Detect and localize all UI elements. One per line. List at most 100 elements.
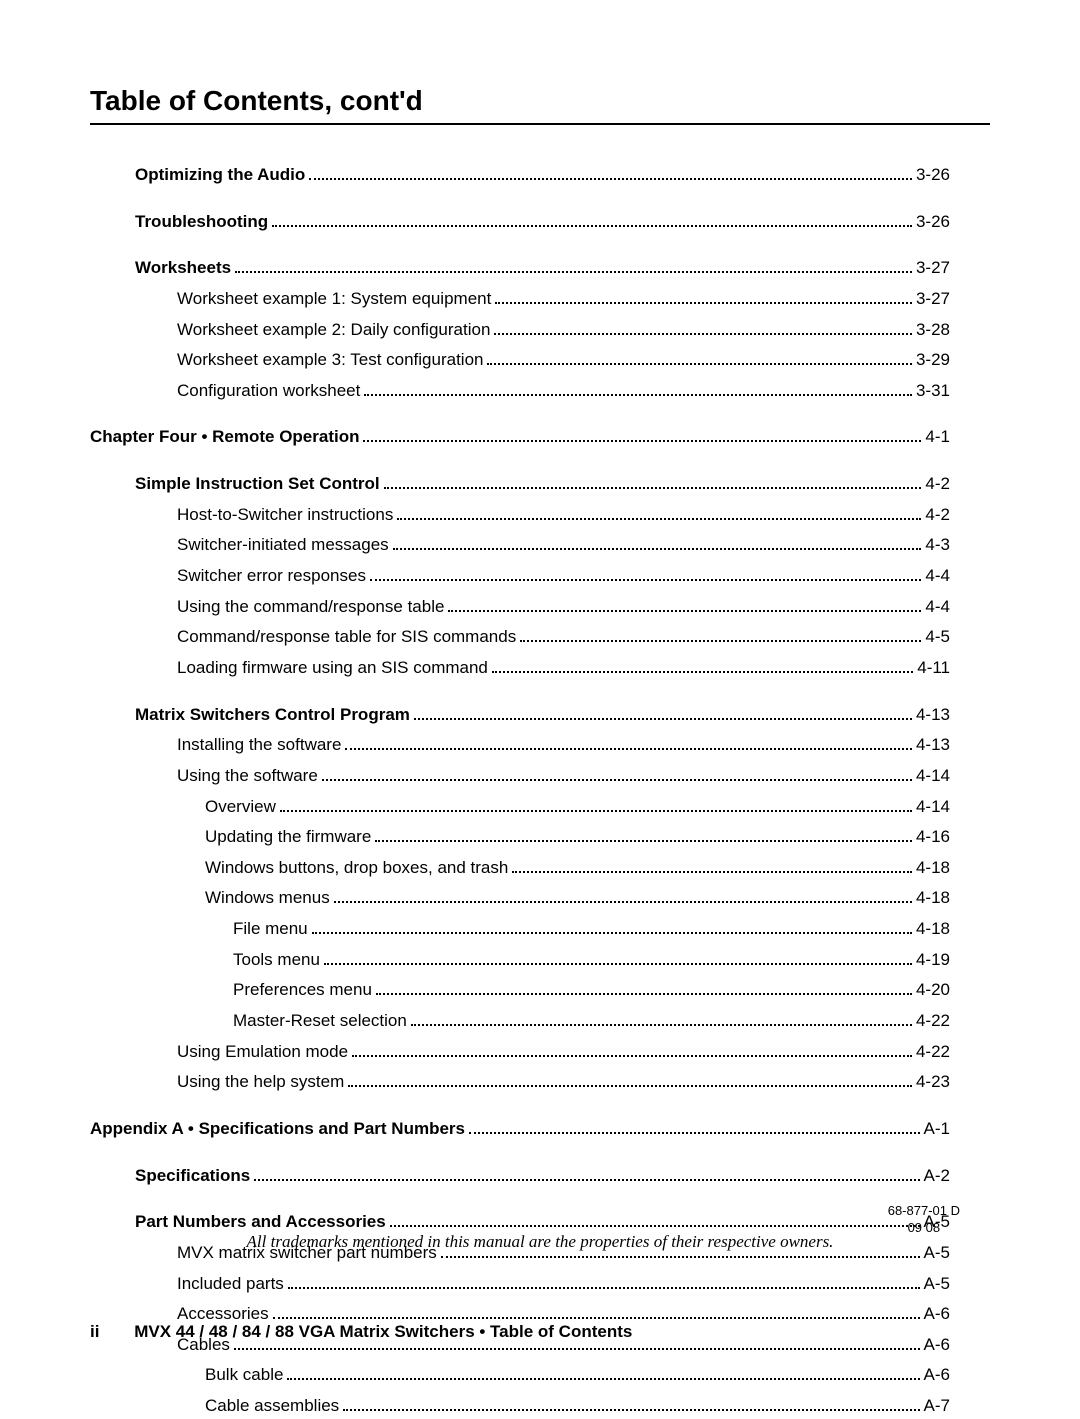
- toc-page: 3-29: [916, 348, 950, 373]
- toc-leader: [411, 1024, 912, 1026]
- table-of-contents: Optimizing the Audio3-26Troubleshooting3…: [90, 163, 990, 1419]
- toc-page: 4-2: [925, 503, 950, 528]
- toc-page: 4-22: [916, 1040, 950, 1065]
- toc-page: A-7: [924, 1394, 950, 1419]
- toc-label: Using the command/response table: [177, 595, 444, 620]
- toc-leader: [494, 333, 912, 335]
- toc-leader: [495, 302, 912, 304]
- toc-row: Worksheet example 3: Test configuration3…: [135, 348, 950, 373]
- toc-label: Using Emulation mode: [177, 1040, 348, 1065]
- toc-row: Windows buttons, drop boxes, and trash4-…: [135, 856, 950, 881]
- toc-label: Switcher error responses: [177, 564, 366, 589]
- toc-leader: [272, 225, 912, 227]
- toc-label: Overview: [205, 795, 276, 820]
- toc-label: Configuration worksheet: [177, 379, 360, 404]
- toc-label: File menu: [233, 917, 308, 942]
- toc-page: 4-22: [916, 1009, 950, 1034]
- toc-page: A-5: [924, 1272, 950, 1297]
- toc-row: Host-to-Switcher instructions 4-2: [135, 503, 950, 528]
- toc-label: Windows buttons, drop boxes, and trash: [205, 856, 508, 881]
- toc-label: Cable assemblies: [205, 1394, 339, 1419]
- toc-row: Preferences menu 4-20: [135, 978, 950, 1003]
- toc-row: Switcher error responses 4-4: [135, 564, 950, 589]
- toc-row: Worksheet example 2: Daily configuration…: [135, 318, 950, 343]
- toc-page: 4-18: [916, 886, 950, 911]
- toc-row: Bulk cableA-6: [135, 1363, 950, 1388]
- toc-label: Installing the software: [177, 733, 341, 758]
- toc-leader: [390, 1225, 920, 1227]
- toc-page: 3-27: [916, 287, 950, 312]
- toc-leader: [273, 1317, 920, 1319]
- toc-label: Worksheet example 2: Daily configuration: [177, 318, 490, 343]
- toc-leader: [280, 810, 912, 812]
- toc-row: Overview 4-14: [135, 795, 950, 820]
- toc-label: Included parts: [177, 1272, 284, 1297]
- toc-row: Configuration worksheet3-31: [135, 379, 950, 404]
- toc-leader: [376, 993, 912, 995]
- toc-page: 4-14: [916, 764, 950, 789]
- toc-leader: [348, 1085, 912, 1087]
- toc-leader: [487, 363, 911, 365]
- toc-page: 4-16: [916, 825, 950, 850]
- toc-leader: [512, 871, 912, 873]
- toc-row: File menu 4-18: [135, 917, 950, 942]
- toc-label: Using the help system: [177, 1070, 344, 1095]
- toc-page: A-6: [924, 1302, 950, 1327]
- footer-title: MVX 44 / 48 / 84 / 88 VGA Matrix Switche…: [134, 1322, 632, 1341]
- toc-row: Installing the software 4-13: [135, 733, 950, 758]
- toc-leader: [492, 671, 913, 673]
- toc-row: Cable assemblies A-7: [135, 1394, 950, 1419]
- toc-page: 4-18: [916, 917, 950, 942]
- toc-leader: [334, 901, 912, 903]
- toc-leader: [234, 1348, 920, 1350]
- toc-label: Chapter Four • Remote Operation: [90, 425, 359, 450]
- toc-row: Matrix Switchers Control Program4-13: [135, 703, 950, 728]
- toc-leader: [254, 1179, 919, 1181]
- toc-row: Worksheets 3-27: [135, 256, 950, 281]
- toc-leader: [397, 518, 921, 520]
- toc-leader: [363, 440, 921, 442]
- toc-label: Switcher-initiated messages: [177, 533, 389, 558]
- toc-label: Master-Reset selection: [233, 1009, 407, 1034]
- page-footer: ii MVX 44 / 48 / 84 / 88 VGA Matrix Swit…: [90, 1322, 632, 1342]
- toc-page: 4-3: [925, 533, 950, 558]
- toc-row: Using Emulation mode 4-22: [135, 1040, 950, 1065]
- toc-leader: [235, 271, 912, 273]
- toc-leader: [414, 718, 912, 720]
- toc-leader: [384, 487, 922, 489]
- toc-page: 3-27: [916, 256, 950, 281]
- toc-row: Master-Reset selection 4-22: [135, 1009, 950, 1034]
- page-title: Table of Contents, cont'd: [90, 85, 990, 125]
- toc-page: 3-26: [916, 163, 950, 188]
- toc-leader: [343, 1409, 919, 1411]
- toc-label: Optimizing the Audio: [135, 163, 305, 188]
- toc-leader: [288, 1287, 920, 1289]
- toc-leader: [352, 1055, 912, 1057]
- toc-label: Command/response table for SIS commands: [177, 625, 516, 650]
- toc-row: Windows menus 4-18: [135, 886, 950, 911]
- toc-leader: [393, 548, 922, 550]
- toc-page: 4-13: [916, 733, 950, 758]
- toc-label: Preferences menu: [233, 978, 372, 1003]
- trademark-footnote: All trademarks mentioned in this manual …: [0, 1232, 1080, 1252]
- toc-page: A-1: [924, 1117, 950, 1142]
- toc-page: 4-20: [916, 978, 950, 1003]
- toc-row: Using the software 4-14: [135, 764, 950, 789]
- toc-label: Worksheets: [135, 256, 231, 281]
- toc-page: 4-14: [916, 795, 950, 820]
- toc-label: Host-to-Switcher instructions: [177, 503, 393, 528]
- toc-page: 4-13: [916, 703, 950, 728]
- toc-page: 4-11: [917, 656, 950, 681]
- toc-page: 4-4: [925, 564, 950, 589]
- toc-label: Using the software: [177, 764, 318, 789]
- toc-page: 3-26: [916, 210, 950, 235]
- toc-row: Tools menu4-19: [135, 948, 950, 973]
- toc-leader: [375, 840, 912, 842]
- toc-leader: [448, 610, 921, 612]
- toc-label: Windows menus: [205, 886, 330, 911]
- toc-label: Bulk cable: [205, 1363, 283, 1388]
- docnum-line1: 68-877-01 D: [888, 1203, 960, 1220]
- toc-leader: [441, 1256, 920, 1258]
- toc-page: 4-2: [925, 472, 950, 497]
- toc-page: 4-4: [925, 595, 950, 620]
